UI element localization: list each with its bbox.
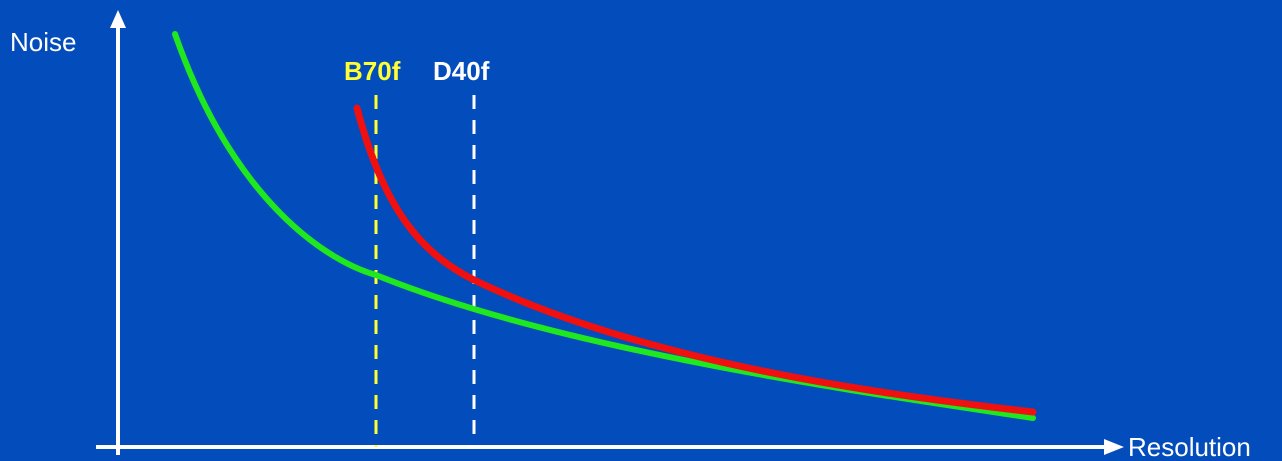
b70f-marker-label: B70f [344,56,401,86]
x-axis-arrow-icon [1104,439,1124,455]
y-axis-label: Noise [10,27,76,57]
x-axis-label: Resolution [1128,432,1251,461]
d40f-marker-label: D40f [433,56,490,86]
y-axis-arrow-icon [110,10,126,28]
green-curve [172,31,1036,421]
red-curve [353,104,1037,416]
